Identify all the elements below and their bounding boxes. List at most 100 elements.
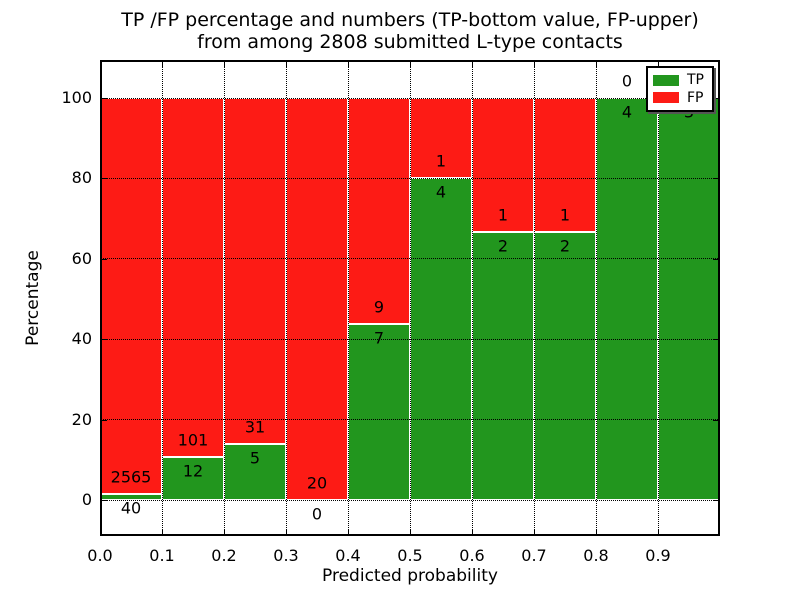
x-tick-label: 0.6 [459,546,485,565]
fp-count-label: 0 [621,71,633,91]
y-tick-mark [102,500,107,501]
x-gridline [471,60,473,536]
x-tick-label: 0.4 [335,546,361,565]
fp-count-label: 2565 [110,467,152,487]
tp-bar-segment [224,444,286,500]
x-axis-label: Predicted probability [322,566,498,586]
x-tick-mark-top [410,62,411,67]
x-gridline [285,60,287,536]
x-tick-mark [596,529,597,534]
fp-bar-segment [162,98,224,458]
tp-count-label: 4 [621,102,633,122]
legend: TP FP [646,66,714,112]
x-tick-label: 0.3 [273,546,299,565]
y-tick-mark-right [713,419,718,421]
x-tick-mark [224,529,225,534]
y-gridline [100,258,720,260]
y-tick-mark-right [713,500,718,501]
tp-count-label: 2 [559,236,571,256]
x-gridline [533,60,535,536]
chart-title-line2: from among 2808 submitted L-type contact… [197,31,623,53]
y-tick-mark-right [713,258,718,260]
y-gridline [100,499,720,501]
tp-swatch-icon [653,74,679,86]
tp-bar-segment [472,232,534,500]
fp-bar-segment [348,98,410,325]
x-gridline [223,60,225,536]
tp-bar-segment [348,324,410,500]
tp-count-label: 2 [497,236,509,256]
legend-entry-fp: FP [653,91,707,105]
chart-title: TP /FP percentage and numbers (TP-bottom… [100,9,720,53]
x-tick-mark-top [100,62,101,67]
y-tick-mark [102,419,107,421]
tp-count-label: 0 [311,504,323,524]
fp-count-label: 1 [435,151,447,171]
y-tick-mark [102,98,107,99]
tp-count-label: 4 [435,182,447,202]
x-tick-mark [534,529,535,534]
fp-count-label: 101 [177,430,209,450]
y-tick-label: 40 [71,329,92,349]
x-tick-label: 0.9 [645,546,671,565]
x-gridline [347,60,349,536]
y-tick-label: 100 [61,88,92,107]
x-gridline [657,60,659,536]
tp-bar-segment [658,98,720,500]
x-tick-mark-top [658,62,659,67]
y-gridline [100,177,720,179]
y-tick-label: 60 [71,248,92,268]
plot-area: 25654010112315200971412120403 TP FP [100,60,720,536]
tp-bar-segment [596,98,658,500]
fp-count-label: 20 [306,473,328,493]
x-gridline [161,60,163,536]
x-gridline [409,60,411,536]
tp-count-label: 3 [683,102,695,122]
y-tick-label: 80 [71,168,92,188]
y-axis-label: Percentage [23,250,43,346]
x-tick-mark [162,529,163,534]
y-tick-mark-right [713,98,718,99]
x-tick-mark-top [348,62,349,67]
y-tick-label: 20 [71,409,92,429]
fp-count-label: 31 [244,417,266,437]
chart-title-line1: TP /FP percentage and numbers (TP-bottom… [121,9,699,31]
x-tick-mark [410,529,411,534]
y-tick-mark [102,339,107,341]
tp-count-label: 40 [120,498,142,518]
x-tick-mark-top [286,62,287,67]
y-gridline [100,97,720,99]
x-tick-mark-top [162,62,163,67]
fp-count-label: 1 [497,205,509,225]
x-tick-mark-top [224,62,225,67]
x-tick-label: 0.5 [397,546,423,565]
x-tick-mark [658,529,659,534]
tp-bar-segment [534,232,596,500]
y-tick-mark-right [713,339,718,341]
fp-count-label: 9 [373,297,385,317]
y-tick-mark-right [713,178,718,180]
y-tick-mark [102,178,107,180]
fp-bar-segment [224,98,286,445]
fp-bar-segment [100,98,162,494]
legend-label-tp: TP [687,72,704,89]
y-gridline [100,419,720,421]
x-tick-mark [472,529,473,534]
tp-count-label: 12 [182,461,204,481]
x-tick-mark [286,529,287,534]
x-tick-mark-top [596,62,597,67]
x-tick-label: 0.1 [149,546,175,565]
fp-count-label: 1 [559,205,571,225]
fp-bar-segment [410,98,472,179]
x-tick-label: 0.0 [87,546,113,565]
legend-label-fp: FP [687,89,704,106]
x-tick-mark-top [534,62,535,67]
tp-count-label: 5 [249,448,261,468]
fp-swatch-icon [653,92,679,104]
fp-bar-segment [472,98,534,232]
fp-bar-segment [286,98,348,500]
x-tick-label: 0.7 [521,546,547,565]
tp-count-label: 7 [373,328,385,348]
y-tick-label: 0 [81,490,92,509]
